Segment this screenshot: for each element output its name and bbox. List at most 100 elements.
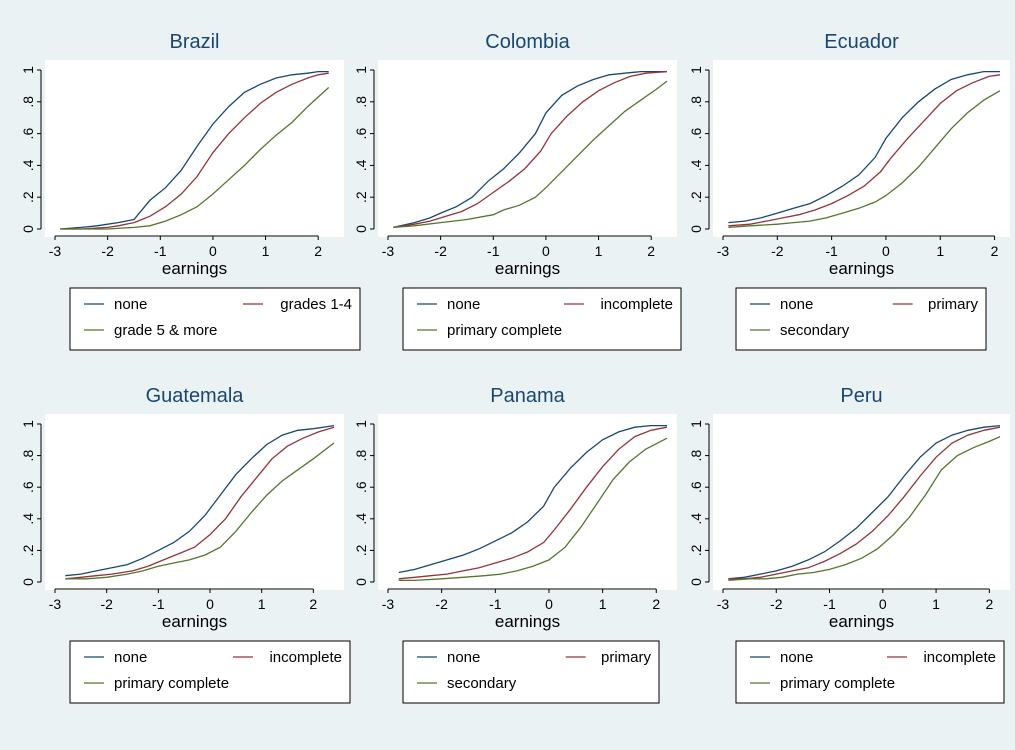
chart-title: Guatemala — [146, 385, 245, 407]
series-line-2 — [398, 426, 668, 580]
x-tick-label: -2 — [101, 243, 114, 259]
x-tick-label: 0 — [882, 243, 890, 259]
legend-label: incomplete — [600, 296, 673, 313]
chart-panel: Brazil 0 .2 .4 .6 .8 1 -3 -2 -1 0 1 2 earnings none gra… — [20, 31, 361, 351]
series-line-2 — [393, 70, 668, 229]
x-tick-label: -3 — [717, 596, 730, 612]
legend-box — [69, 640, 351, 704]
legend-box — [735, 640, 1005, 704]
series-line-1 — [65, 424, 335, 577]
y-tick-label: .8 — [20, 450, 36, 462]
legend-label: primary complete — [114, 675, 229, 692]
y-tick-label: .6 — [353, 128, 369, 140]
legend-label: grade 5 & more — [114, 322, 217, 339]
y-tick-label: 0 — [688, 225, 704, 233]
x-tick-label: 0 — [209, 243, 217, 259]
x-tick-label: 1 — [258, 596, 266, 612]
legend-label: grades 1-4 — [280, 296, 352, 313]
x-tick-label: -2 — [771, 243, 784, 259]
legend-label: primary complete — [447, 322, 562, 339]
y-tick-label: 0 — [353, 578, 369, 586]
x-tick-label: -1 — [825, 243, 838, 259]
x-tick-label: 0 — [542, 243, 550, 259]
y-tick-label: .2 — [353, 544, 369, 556]
y-tick-label: .4 — [688, 513, 704, 525]
legend-label: none — [780, 296, 813, 313]
plot-region — [378, 414, 677, 590]
series-line-2 — [728, 426, 1001, 580]
legend-label: secondary — [780, 322, 850, 339]
legend-box — [402, 640, 660, 704]
legend-label: secondary — [447, 675, 517, 692]
legend: none incomplete primary complete — [402, 287, 682, 351]
x-tick-label: -1 — [487, 243, 500, 259]
series-line-2 — [728, 74, 1001, 227]
y-tick-label: .4 — [353, 159, 369, 171]
y-tick-label: 1 — [353, 66, 369, 74]
legend-label: none — [114, 296, 147, 313]
y-tick-label: .2 — [688, 191, 704, 203]
series-line-3 — [728, 436, 1001, 582]
legend-label: primary — [601, 649, 652, 666]
legend-label: incomplete — [923, 649, 996, 666]
y-tick-label: 0 — [353, 225, 369, 233]
x-axis-label: earnings — [829, 612, 894, 631]
series-line-1 — [398, 424, 667, 574]
legend: none primary secondary — [735, 287, 987, 351]
y-tick-label: .6 — [353, 481, 369, 493]
y-tick-label: 1 — [20, 66, 36, 74]
legend-box — [735, 287, 987, 351]
x-tick-label: -3 — [382, 596, 395, 612]
y-tick-label: .4 — [353, 513, 369, 525]
x-tick-label: -2 — [434, 243, 447, 259]
chart-title: Ecuador — [824, 31, 899, 53]
series-line-2 — [60, 72, 329, 230]
chart-title: Brazil — [169, 31, 219, 53]
y-tick-label: .6 — [20, 128, 36, 140]
y-tick-label: 0 — [688, 578, 704, 586]
y-tick-label: 1 — [688, 420, 704, 428]
legend-label: none — [447, 296, 480, 313]
x-tick-label: -3 — [49, 596, 62, 612]
y-tick-label: .8 — [353, 450, 369, 462]
y-tick-label: 1 — [688, 66, 704, 74]
plot-region — [713, 414, 1010, 590]
legend: none incomplete primary complete — [69, 640, 351, 704]
x-tick-label: -1 — [152, 596, 165, 612]
plot-region — [378, 60, 677, 237]
y-tick-label: .6 — [688, 481, 704, 493]
x-tick-label: 0 — [545, 596, 553, 612]
legend: none primary secondary — [402, 640, 660, 704]
x-axis-label: earnings — [495, 259, 560, 278]
x-tick-label: 2 — [985, 596, 993, 612]
x-tick-label: 1 — [599, 596, 607, 612]
legend-label: none — [114, 649, 147, 666]
x-tick-label: 1 — [936, 243, 944, 259]
legend-label: none — [780, 649, 813, 666]
x-tick-label: 2 — [647, 243, 655, 259]
x-tick-label: 2 — [314, 243, 322, 259]
x-tick-label: -1 — [489, 596, 502, 612]
series-line-2 — [65, 426, 335, 580]
x-tick-label: 1 — [932, 596, 940, 612]
y-tick-label: .2 — [688, 544, 704, 556]
x-tick-label: -3 — [717, 243, 730, 259]
chart-panel: Peru 0 .2 .4 .6 .8 1 -3 -2 -1 0 1 2 earnings none incom… — [688, 385, 1010, 704]
x-tick-label: -3 — [49, 243, 62, 259]
x-tick-label: -2 — [770, 596, 783, 612]
series-line-1 — [728, 70, 1000, 224]
series-line-3 — [393, 80, 668, 229]
x-axis-label: earnings — [162, 612, 227, 631]
x-tick-label: 0 — [206, 596, 214, 612]
x-tick-label: 1 — [595, 243, 603, 259]
chart-panel: Panama 0 .2 .4 .6 .8 1 -3 -2 -1 0 1 2 earnings none pri… — [353, 385, 677, 704]
x-tick-label: -3 — [382, 243, 395, 259]
y-tick-label: 1 — [20, 420, 36, 428]
y-tick-label: .8 — [20, 96, 36, 108]
legend: none incomplete primary complete — [735, 640, 1005, 704]
series-line-3 — [65, 442, 335, 580]
chart-panel: Colombia 0 .2 .4 .6 .8 1 -3 -2 -1 0 1 2 earnings none i… — [353, 31, 682, 351]
series-line-1 — [393, 70, 667, 229]
